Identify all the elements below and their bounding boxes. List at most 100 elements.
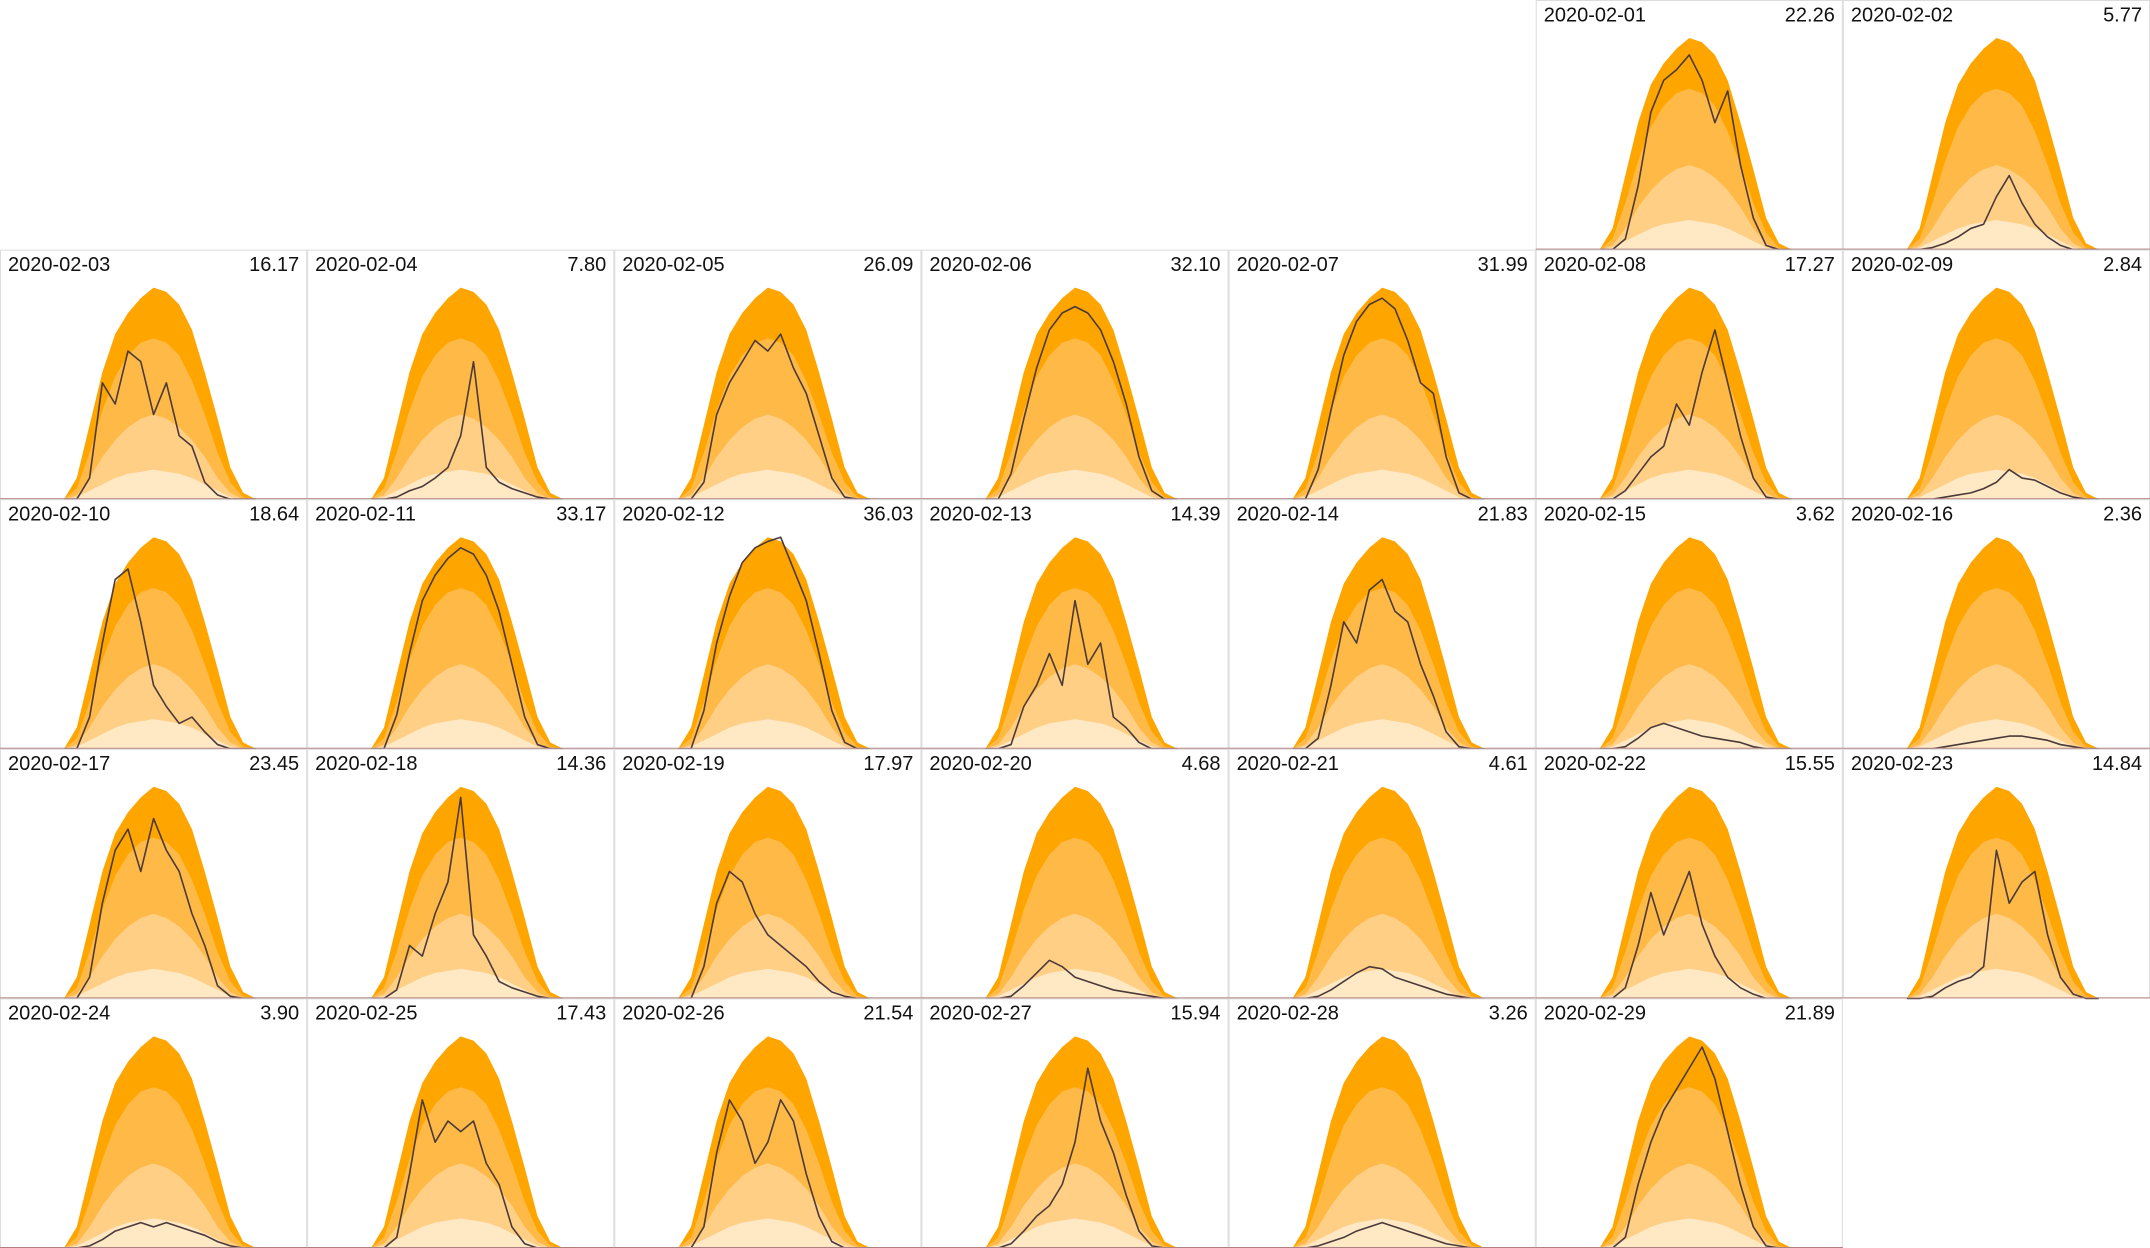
band-area [63, 968, 256, 999]
panel-total: 17.27 [1785, 254, 1835, 276]
day-panel: 2020-02-08 17.27 [1535, 249, 1843, 500]
day-line [678, 1099, 871, 1248]
panel-date: 2020-02-08 [1544, 254, 1646, 276]
day-panel: 2020-02-19 17.97 [614, 748, 922, 1000]
panel-total: 2.36 [2103, 503, 2142, 525]
day-panel: 2020-02-10 18.64 [0, 499, 308, 750]
day-panel: 2020-02-04 7.80 [307, 249, 615, 500]
panel-date: 2020-02-20 [929, 753, 1031, 775]
panel-date: 2020-02-22 [1544, 753, 1646, 775]
day-line [63, 568, 256, 750]
band-area [371, 719, 564, 749]
panel-total: 3.90 [260, 1003, 299, 1025]
band-area [985, 469, 1178, 500]
day-panel: 2020-02-27 15.94 [921, 998, 1229, 1248]
band-area [985, 1163, 1178, 1248]
panel-total: 21.89 [1785, 1003, 1835, 1025]
band-area [1906, 469, 2099, 500]
band-area [371, 414, 564, 500]
day-panel: 2020-02-06 32.10 [921, 249, 1229, 500]
day-line [985, 959, 1178, 1000]
day-line [63, 1221, 256, 1248]
band-area [1292, 664, 1485, 749]
day-line [985, 305, 1178, 500]
day-line [371, 1099, 564, 1248]
band-area [63, 664, 256, 749]
day-line [371, 796, 564, 1000]
panel-date: 2020-02-13 [929, 503, 1031, 525]
day-line [678, 536, 871, 750]
panel-total: 3.62 [1796, 503, 1835, 525]
day-line [1599, 329, 1792, 500]
panel-total: 26.09 [863, 254, 913, 276]
band-area [1599, 414, 1792, 500]
day-line [1906, 735, 2099, 750]
panel-date: 2020-02-11 [315, 503, 416, 525]
band-area [985, 664, 1178, 749]
day-line [1906, 174, 2099, 251]
day-line [1599, 722, 1792, 750]
day-line [1599, 54, 1792, 251]
band-area [371, 469, 564, 500]
band-area [678, 1163, 871, 1248]
day-panel: 2020-02-15 3.62 [1535, 499, 1843, 750]
band-area [1292, 913, 1485, 999]
day-panel: 2020-02-21 4.61 [1228, 748, 1536, 1000]
day-line [63, 817, 256, 1000]
band-area [371, 968, 564, 999]
panel-date: 2020-02-09 [1851, 254, 1953, 276]
panel-total: 3.26 [1489, 1003, 1528, 1025]
band-area [678, 664, 871, 749]
day-panel: 2020-02-29 21.89 [1535, 998, 1843, 1248]
panel-date: 2020-02-07 [1237, 254, 1339, 276]
panel-total: 5.77 [2103, 4, 2142, 26]
day-line [1292, 965, 1485, 1000]
panel-date: 2020-02-18 [315, 753, 417, 775]
band-area [1292, 469, 1485, 500]
panel-date: 2020-02-10 [8, 503, 110, 525]
panel-total: 32.10 [1171, 254, 1221, 276]
band-area [1599, 913, 1792, 999]
panel-date: 2020-02-15 [1544, 503, 1646, 525]
band-area [1906, 219, 2099, 250]
band-area [1906, 664, 2099, 749]
panel-total: 14.84 [2092, 753, 2142, 775]
band-area [63, 913, 256, 999]
band-area [1906, 913, 2099, 999]
panel-date: 2020-02-02 [1851, 4, 1953, 26]
band-area [985, 968, 1178, 999]
panel-total: 4.61 [1489, 753, 1528, 775]
band-area [63, 719, 256, 749]
day-panel: 2020-02-03 16.17 [0, 249, 308, 500]
day-panel: 2020-02-14 21.83 [1228, 499, 1536, 750]
band-area [678, 968, 871, 999]
panel-total: 21.54 [863, 1003, 913, 1025]
band-area [678, 719, 871, 749]
day-panel: 2020-02-18 14.36 [307, 748, 615, 1000]
band-area [1599, 469, 1792, 500]
panel-date: 2020-02-29 [1544, 1003, 1646, 1025]
band-area [1599, 1218, 1792, 1248]
band-area [371, 1163, 564, 1248]
band-area [678, 1218, 871, 1248]
panel-date: 2020-02-28 [1237, 1003, 1339, 1025]
panel-total: 7.80 [567, 254, 606, 276]
band-area [1599, 164, 1792, 250]
day-panel: 2020-02-05 26.09 [614, 249, 922, 500]
day-panel: 2020-02-17 23.45 [0, 748, 308, 1000]
panel-date: 2020-02-04 [315, 254, 417, 276]
band-area [63, 414, 256, 500]
panel-total: 15.55 [1785, 753, 1835, 775]
day-line [63, 350, 256, 500]
band-area [1906, 164, 2099, 250]
day-panel: 2020-02-24 3.90 [0, 998, 308, 1248]
day-line [678, 870, 871, 1000]
panel-total: 14.36 [556, 753, 606, 775]
panel-date: 2020-02-14 [1237, 503, 1339, 525]
panel-date: 2020-02-03 [8, 254, 110, 276]
panel-total: 23.45 [249, 753, 299, 775]
panel-date: 2020-02-05 [622, 254, 724, 276]
panel-total: 15.94 [1171, 1003, 1221, 1025]
panel-date: 2020-02-23 [1851, 753, 1953, 775]
